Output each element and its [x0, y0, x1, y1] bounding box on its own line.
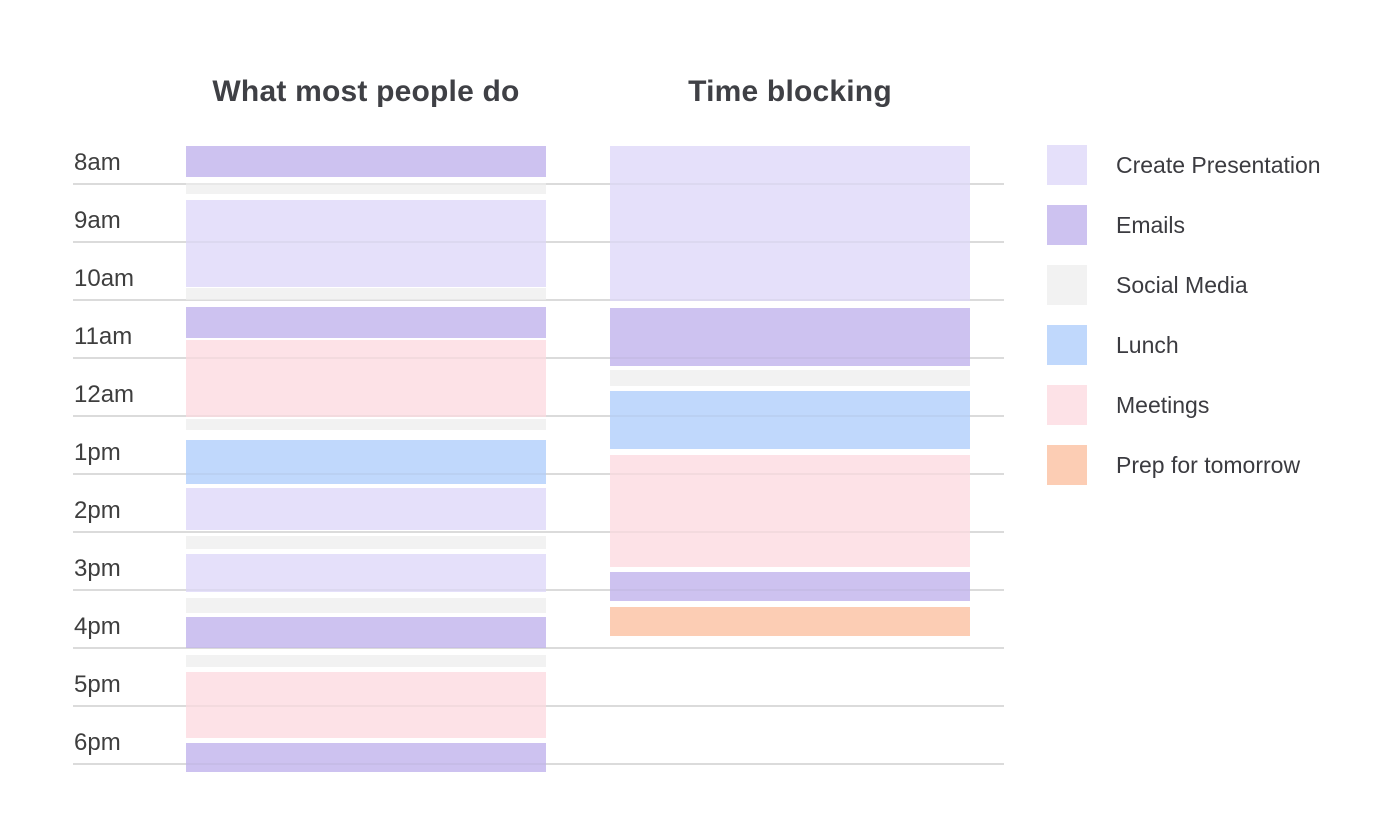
schedule-block-emails — [610, 572, 970, 601]
schedule-block-emails — [186, 617, 546, 648]
schedule-block-meetings — [186, 672, 546, 738]
schedule-block-social_media — [610, 370, 970, 386]
legend-label: Emails — [1116, 212, 1186, 238]
gridline-overlay — [73, 647, 1004, 649]
time-tick-label: 4pm — [74, 613, 121, 640]
gridline-overlay — [73, 183, 1004, 185]
schedule-block-create_presentation — [186, 488, 546, 530]
legend-label: Lunch — [1116, 332, 1179, 358]
legend-swatch-meetings — [1047, 385, 1087, 425]
legend-label: Create Presentation — [1116, 152, 1321, 178]
time-tick-label: 1pm — [74, 439, 121, 466]
time-tick-label: 9am — [74, 207, 121, 234]
gridline-overlay — [73, 589, 1004, 591]
schedule-block-social_media — [186, 419, 546, 430]
legend-label: Prep for tomorrow — [1116, 452, 1301, 478]
time-tick-label: 2pm — [74, 497, 121, 524]
gridline-overlay — [73, 531, 1004, 533]
legend-swatch-prep_for_tomorrow — [1047, 445, 1087, 485]
time-tick-label: 3pm — [74, 555, 121, 582]
gridline — [73, 531, 1004, 533]
schedule-block-emails — [186, 146, 546, 177]
schedule-block-social_media — [186, 598, 546, 613]
gridline-overlay — [73, 299, 1004, 301]
gridline — [73, 299, 1004, 301]
schedule-block-social_media — [186, 288, 546, 300]
gridline-overlay — [73, 473, 1004, 475]
time-tick-label: 6pm — [74, 729, 121, 756]
schedule-block-social_media — [186, 183, 546, 194]
schedule-block-emails — [186, 743, 546, 772]
time-tick-label: 10am — [74, 265, 135, 292]
gridline — [73, 647, 1004, 649]
schedule-block-create_presentation — [186, 554, 546, 592]
gridline-overlay — [73, 763, 1004, 765]
schedule-block-social_media — [186, 655, 546, 667]
schedule-block-create_presentation — [186, 200, 546, 287]
schedule-block-emails — [610, 308, 970, 366]
time-tick-label: 5pm — [74, 671, 121, 698]
schedule-block-lunch — [186, 440, 546, 484]
schedule-block-prep_for_tomorrow — [610, 607, 970, 636]
time-tick-label: 8am — [74, 149, 121, 176]
schedule-block-create_presentation — [610, 146, 970, 301]
time-tick-label: 11am — [74, 323, 133, 350]
gridline-overlay — [73, 357, 1004, 359]
schedule-block-emails — [186, 307, 546, 338]
right-column-title: Time blocking — [688, 75, 892, 108]
legend-swatch-social_media — [1047, 265, 1087, 305]
legend-swatch-create_presentation — [1047, 145, 1087, 185]
gridline-overlay — [73, 241, 1004, 243]
schedule-block-lunch — [610, 391, 970, 449]
schedule-block-social_media — [186, 536, 546, 549]
left-column-title: What most people do — [212, 75, 520, 108]
schedule-block-meetings — [610, 455, 970, 567]
gridline-overlay — [73, 705, 1004, 707]
legend-swatch-emails — [1047, 205, 1087, 245]
legend-swatch-lunch — [1047, 325, 1087, 365]
schedule-block-meetings — [186, 340, 546, 417]
legend-label: Social Media — [1116, 272, 1248, 298]
legend-label: Meetings — [1116, 392, 1210, 418]
gridline-overlay — [73, 415, 1004, 417]
time-tick-label: 12am — [74, 381, 135, 408]
